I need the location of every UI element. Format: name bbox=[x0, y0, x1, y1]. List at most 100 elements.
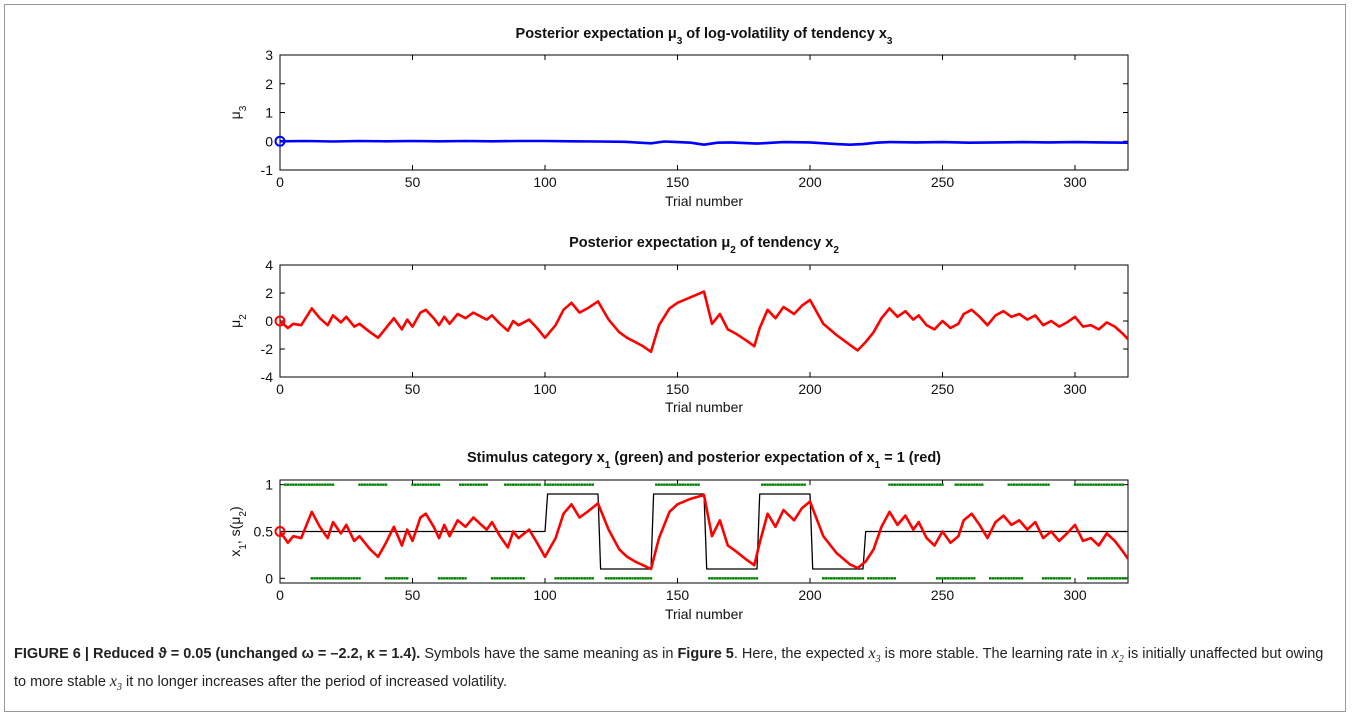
outcome-dot bbox=[708, 577, 711, 580]
outcome-dot bbox=[951, 577, 955, 580]
outcome-dot bbox=[321, 483, 324, 486]
y-tick-label: 2 bbox=[265, 76, 273, 92]
outcome-dot bbox=[392, 577, 396, 580]
x-tick-label: 200 bbox=[798, 174, 822, 190]
outcome-dot bbox=[633, 577, 637, 580]
outcome-dot bbox=[925, 483, 928, 486]
outcome-dot bbox=[355, 577, 359, 580]
outcome-dot bbox=[572, 577, 576, 580]
outcome-dot bbox=[538, 483, 541, 486]
outcome-dot bbox=[848, 577, 851, 580]
outcome-dot bbox=[1073, 483, 1077, 486]
x-tick-label: 300 bbox=[1063, 381, 1087, 397]
outcome-dot bbox=[692, 483, 695, 486]
outcome-dot bbox=[379, 483, 382, 486]
x-tick-label: 150 bbox=[666, 587, 690, 603]
outcome-dot bbox=[384, 577, 388, 580]
outcome-dot bbox=[681, 483, 684, 486]
outcome-dot bbox=[321, 577, 324, 580]
outcome-dot bbox=[307, 483, 311, 486]
y-tick-label: 4 bbox=[265, 257, 273, 273]
outcome-dot bbox=[1095, 483, 1098, 486]
outcome-dot bbox=[588, 577, 592, 580]
outcome-dot bbox=[917, 483, 920, 486]
outcome-dot bbox=[856, 577, 859, 580]
outcome-dot bbox=[941, 483, 944, 486]
outcome-dot bbox=[996, 577, 1000, 580]
outcome-dot bbox=[331, 483, 335, 486]
outcome-dot bbox=[1113, 483, 1116, 486]
outcome-dot bbox=[1015, 483, 1018, 486]
outcome-dot bbox=[1095, 577, 1098, 580]
outcome-dot bbox=[959, 483, 963, 486]
x-tick-label: 150 bbox=[666, 381, 690, 397]
x-tick-label: 50 bbox=[405, 174, 421, 190]
outcome-dot bbox=[384, 483, 388, 486]
outcome-dot bbox=[448, 577, 451, 580]
series-line bbox=[280, 493, 1128, 571]
outcome-dot bbox=[954, 483, 957, 486]
outcome-dot bbox=[973, 483, 976, 486]
outcome-dot bbox=[1108, 577, 1111, 580]
outcome-dot bbox=[787, 483, 790, 486]
outcome-dot bbox=[313, 483, 316, 486]
outcome-dot bbox=[1065, 577, 1069, 580]
outcome-dot bbox=[583, 483, 586, 486]
outcome-dot bbox=[655, 483, 658, 486]
true-probability-line bbox=[280, 493, 1128, 570]
outcome-dot bbox=[305, 483, 308, 486]
outcome-dot bbox=[509, 483, 512, 486]
outcome-dot bbox=[726, 577, 730, 580]
y-tick-label: 0 bbox=[265, 313, 273, 329]
outcome-dot bbox=[962, 483, 965, 486]
outcome-dot bbox=[517, 483, 520, 486]
outcome-dot bbox=[782, 483, 785, 486]
outcome-dot bbox=[493, 577, 496, 580]
outcome-dot bbox=[376, 483, 380, 486]
outcome-dot bbox=[1018, 577, 1021, 580]
outcome-dot bbox=[559, 483, 563, 486]
outcome-dot bbox=[512, 577, 515, 580]
outcome-dot bbox=[747, 577, 751, 580]
x-tick-label: 100 bbox=[533, 381, 557, 397]
outcome-dot bbox=[1108, 483, 1111, 486]
outcome-dot bbox=[893, 577, 896, 580]
outcome-dot bbox=[766, 483, 769, 486]
y-tick-label: -2 bbox=[261, 341, 274, 357]
outcome-dot bbox=[459, 483, 462, 486]
panel-3-ylabel: x1, s(μ2) bbox=[227, 506, 249, 556]
outcome-dot bbox=[755, 577, 759, 580]
outcome-dot bbox=[329, 483, 332, 486]
y-tick-label: 1 bbox=[265, 477, 273, 493]
figure-frame bbox=[4, 4, 1346, 712]
outcome-dot bbox=[861, 577, 865, 580]
outcome-dot bbox=[580, 483, 584, 486]
outcome-dot bbox=[485, 483, 488, 486]
outcome-dot bbox=[1047, 483, 1050, 486]
caption-text-1: Symbols have the same meaning as in bbox=[420, 646, 678, 662]
outcome-dot bbox=[697, 483, 700, 486]
outcome-dot bbox=[840, 577, 843, 580]
outcome-dot bbox=[512, 483, 515, 486]
outcome-dot bbox=[543, 483, 547, 486]
outcome-dot bbox=[954, 577, 957, 580]
outcome-dot bbox=[822, 577, 825, 580]
outcome-dot bbox=[1034, 483, 1037, 486]
panel-1-xlabel: Trial number bbox=[665, 193, 743, 209]
outcome-dot bbox=[567, 577, 571, 580]
outcome-dot bbox=[464, 577, 467, 580]
outcome-dot bbox=[1063, 577, 1066, 580]
start-marker bbox=[274, 135, 286, 147]
outcome-dot bbox=[922, 483, 926, 486]
outcome-dot bbox=[867, 577, 870, 580]
outcome-dot bbox=[347, 577, 351, 580]
outcome-dot bbox=[395, 577, 398, 580]
outcome-dot bbox=[472, 483, 475, 486]
outcome-dot bbox=[1015, 577, 1018, 580]
outcome-dot bbox=[437, 577, 441, 580]
outcome-dot bbox=[575, 577, 578, 580]
outcome-dot bbox=[965, 483, 968, 486]
outcome-dot bbox=[1004, 577, 1008, 580]
outcome-dot bbox=[663, 483, 666, 486]
outcome-dot bbox=[315, 483, 319, 486]
